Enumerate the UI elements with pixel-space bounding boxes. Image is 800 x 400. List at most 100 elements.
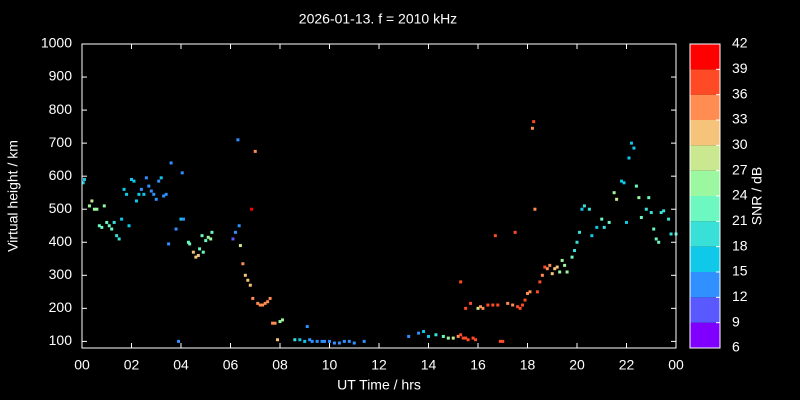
data-point [543,265,547,269]
data-point [179,217,183,221]
data-point [632,146,636,150]
data-point [191,250,195,254]
data-point [139,187,143,191]
data-point [200,234,204,238]
data-point [474,338,478,342]
data-point [652,227,656,231]
data-point [535,290,539,294]
data-point [538,280,542,284]
data-point [548,263,552,267]
x-tick-label: 02 [124,357,140,373]
data-point [622,181,626,185]
data-point [481,306,485,310]
data-point [615,197,619,201]
data-point [125,192,129,196]
data-point [521,303,525,307]
data-point [434,333,438,337]
data-point [667,217,671,221]
data-point [427,334,430,338]
data-point [602,225,606,229]
data-point [582,204,586,208]
x-tick-label: 14 [421,357,437,373]
data-point [575,240,579,244]
data-point [647,196,651,200]
data-point [446,336,450,340]
color-band [690,44,720,70]
data-point [362,339,366,343]
data-point [464,336,468,340]
data-point [132,179,136,183]
data-point [553,267,557,271]
y-tick-label: 200 [49,299,73,315]
data-point [659,211,663,215]
data-point [198,247,202,251]
data-point [501,339,505,343]
data-point [639,215,643,219]
data-point [164,192,168,196]
color-band [690,246,720,272]
x-tick-label: 12 [371,357,387,373]
data-point [271,321,275,325]
data-point [464,306,468,310]
color-band [690,145,720,171]
data-point [82,177,86,181]
data-point [573,249,577,253]
data-point [441,334,445,338]
data-point [649,211,653,215]
data-point [115,234,119,238]
plot-frame [81,43,677,349]
data-point [625,220,628,224]
data-point [177,339,181,343]
colorbar-label: SNR / dB [749,167,765,225]
x-tick-label: 20 [569,357,585,373]
chart-title: 2026-01-13. f = 2010 kHz [299,11,457,27]
data-point [231,237,235,241]
data-point [276,338,280,342]
y-tick-label: 800 [49,101,73,117]
data-point [540,273,544,277]
data-point [159,176,163,180]
data-point [590,234,594,238]
data-point [532,120,536,124]
color-band [690,272,720,298]
data-point [550,272,554,276]
data-point [250,207,254,211]
data-point [328,339,331,343]
data-point [92,207,96,211]
data-point [105,220,109,224]
data-point [117,237,121,241]
data-point [337,341,341,345]
data-point [194,255,198,259]
x-tick-label: 10 [322,357,338,373]
data-point [516,305,520,309]
data-point [303,339,307,343]
color-band [690,69,720,95]
colorbar-tick-label: 9 [732,313,740,329]
data-point [142,192,146,196]
data-point [157,179,161,183]
colorbar-tick-label: 30 [732,136,748,152]
data-point [332,341,336,345]
data-point [238,244,242,248]
data-point [154,197,158,201]
y-axis-label: Virtual height / km [5,140,21,252]
data-point [491,303,495,307]
data-point [256,301,260,305]
data-point [266,300,270,304]
data-point [180,171,184,175]
data-point [558,270,562,274]
data-point [258,303,262,307]
data-point [528,290,532,294]
data-point [293,338,297,342]
data-point [298,338,302,342]
data-point [210,230,214,234]
y-tick-label: 300 [49,266,73,282]
y-tick-label: 900 [49,68,73,84]
data-point [669,232,673,236]
data-point [97,224,101,228]
data-point [268,296,272,300]
data-point [308,338,312,342]
data-point [629,141,633,145]
data-point [580,207,584,211]
